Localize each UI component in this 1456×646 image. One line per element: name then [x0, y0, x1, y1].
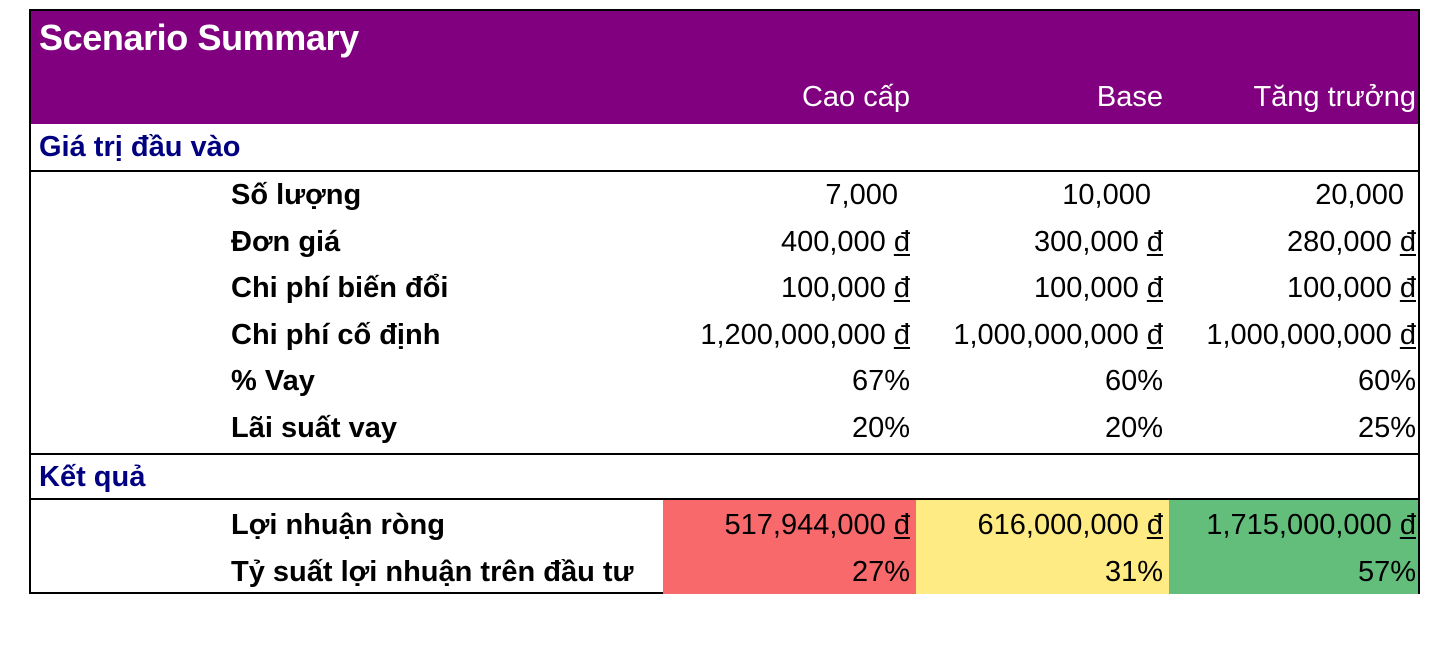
cell-tang-truong[interactable]: 1,000,000,000 đ	[1206, 312, 1416, 358]
cell-cao-cap[interactable]: 517,944,000 đ	[725, 502, 910, 548]
cell-value: 100,000	[1286, 272, 1392, 304]
cell-cao-cap[interactable]: 27%	[852, 549, 910, 595]
cell-base[interactable]: 60%	[1105, 358, 1163, 404]
cell-value: 1,715,000,000	[1206, 509, 1392, 541]
cell-value: 60%	[1357, 365, 1416, 397]
cell-value: 60%	[1104, 365, 1163, 397]
cell-value: 25%	[1357, 411, 1416, 444]
cell-tang-truong[interactable]: 60%	[1358, 358, 1416, 404]
cell-base[interactable]: 10,000	[1062, 172, 1151, 218]
cell-tang-truong[interactable]: 20,000	[1315, 172, 1404, 218]
cell-cao-cap[interactable]: 100,000 đ	[781, 265, 910, 311]
cell-base[interactable]: 616,000,000 đ	[978, 502, 1163, 548]
cell-base[interactable]: 100,000 đ	[1034, 265, 1163, 311]
cell-base[interactable]: 300,000 đ	[1034, 219, 1163, 265]
cell-value: 20%	[851, 411, 910, 444]
fill-base	[916, 500, 1169, 594]
cell-cao-cap[interactable]: 67%	[852, 358, 910, 404]
cell-value: 400,000	[780, 225, 886, 258]
fill-tang-truong	[1169, 500, 1418, 594]
scenario-summary-sheet: Scenario Summary Cao cấp Base Tăng trưởn…	[29, 9, 1420, 594]
column-header-tang-truong[interactable]: Tăng trưởng	[1253, 81, 1416, 113]
cell-tang-truong[interactable]: 25%	[1358, 405, 1416, 451]
column-header-cao-cap[interactable]: Cao cấp	[801, 81, 910, 113]
cell-value: 300,000	[1033, 225, 1139, 258]
cell-tang-truong[interactable]: 57%	[1358, 549, 1416, 595]
cell-value: 27%	[851, 555, 910, 588]
cell-value: 1,000,000,000	[1206, 318, 1392, 351]
cell-value: 7,000	[825, 179, 898, 211]
cell-value: 280,000	[1286, 225, 1392, 258]
currency-symbol: đ	[1146, 509, 1163, 541]
cell-base[interactable]: 20%	[1105, 405, 1163, 451]
cell-value: 517,944,000	[724, 509, 886, 541]
cell-value: 100,000	[1033, 272, 1139, 304]
currency-symbol: đ	[1399, 318, 1416, 351]
row-label[interactable]: Lợi nhuận ròng	[231, 509, 445, 541]
row-label[interactable]: Lãi suất vay	[231, 411, 398, 444]
row-label[interactable]: Chi phí cố định	[231, 318, 441, 351]
section-divider	[31, 498, 1418, 500]
cell-base[interactable]: 1,000,000,000 đ	[953, 312, 1163, 358]
sheet-title: Scenario Summary	[39, 17, 359, 58]
section-divider	[31, 170, 1418, 172]
section-results: Kết quả	[39, 461, 146, 493]
cell-cao-cap[interactable]: 1,200,000,000 đ	[700, 312, 910, 358]
column-header-base[interactable]: Base	[1096, 81, 1163, 113]
cell-value: 31%	[1104, 555, 1163, 588]
row-label[interactable]: Tỷ suất lợi nhuận trên đầu tư	[231, 555, 634, 588]
row-label[interactable]: % Vay	[231, 365, 315, 397]
currency-symbol: đ	[1399, 272, 1416, 304]
cell-value: 20,000	[1315, 179, 1404, 211]
section-inputs: Giá trị đầu vào	[39, 131, 241, 163]
cell-value: 1,200,000,000	[700, 318, 886, 351]
header-band	[31, 11, 1418, 124]
cell-value: 1,000,000,000	[953, 318, 1139, 351]
cell-cao-cap[interactable]: 400,000 đ	[781, 219, 910, 265]
cell-tang-truong[interactable]: 280,000 đ	[1287, 219, 1416, 265]
row-label[interactable]: Chi phí biến đổi	[231, 272, 449, 304]
currency-symbol: đ	[893, 272, 910, 304]
currency-symbol: đ	[1146, 272, 1163, 304]
cell-tang-truong[interactable]: 100,000 đ	[1287, 265, 1416, 311]
cell-cao-cap[interactable]: 20%	[852, 405, 910, 451]
cell-tang-truong[interactable]: 1,715,000,000 đ	[1206, 502, 1416, 548]
cell-value: 57%	[1357, 555, 1416, 588]
currency-symbol: đ	[1146, 225, 1163, 258]
row-label[interactable]: Số lượng	[231, 179, 362, 211]
fill-cao-cap	[663, 500, 916, 594]
currency-symbol: đ	[893, 318, 910, 351]
currency-symbol: đ	[1399, 509, 1416, 541]
cell-value: 100,000	[780, 272, 886, 304]
cell-base[interactable]: 31%	[1105, 549, 1163, 595]
cell-value: 616,000,000	[977, 509, 1139, 541]
currency-symbol: đ	[893, 509, 910, 541]
currency-symbol: đ	[1399, 225, 1416, 258]
currency-symbol: đ	[1146, 318, 1163, 351]
cell-cao-cap[interactable]: 7,000	[825, 172, 898, 218]
cell-value: 10,000	[1062, 179, 1151, 211]
row-label[interactable]: Đơn giá	[231, 225, 341, 258]
cell-value: 20%	[1104, 411, 1163, 444]
cell-value: 67%	[851, 365, 910, 397]
section-divider	[31, 453, 1418, 455]
currency-symbol: đ	[893, 225, 910, 258]
